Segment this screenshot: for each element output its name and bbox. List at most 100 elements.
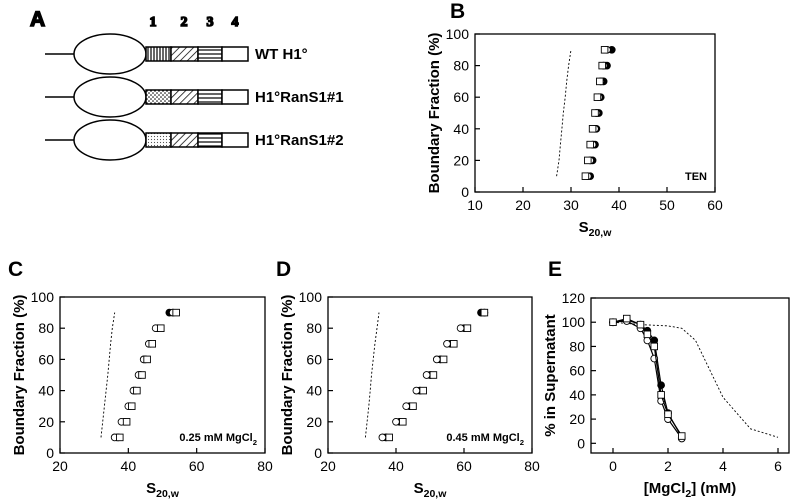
square-marker xyxy=(636,320,645,329)
y-tick-label: 40 xyxy=(453,121,469,137)
x-tick-label: 30 xyxy=(563,197,579,213)
x-tick-label: 80 xyxy=(524,458,540,474)
x-axis-label-part: 2 xyxy=(685,488,691,500)
open-circle-marker xyxy=(392,417,400,426)
annotation: 0.25 mM MgCl2 xyxy=(179,432,257,447)
y-axis-label: Boundary Fraction (%) xyxy=(11,295,28,456)
y-tick-label: 40 xyxy=(38,383,54,399)
square-marker xyxy=(399,418,407,426)
open-circle-marker xyxy=(378,433,387,442)
y-tick-label: 100 xyxy=(446,26,470,42)
construct-label: WT H1° xyxy=(255,46,308,63)
x-tick-label: 60 xyxy=(456,458,472,474)
annotation-part: 0.45 mM MgCl xyxy=(446,432,519,444)
square-marker xyxy=(664,410,672,419)
annotation-part: 0.25 mM MgCl xyxy=(179,432,252,444)
x-axis-label-part: 20,w xyxy=(589,227,613,239)
x-tick-label: 10 xyxy=(467,197,483,213)
square-marker xyxy=(609,318,617,326)
plot-frame xyxy=(327,296,533,454)
domain-label: 3 xyxy=(207,15,214,30)
x-axis-label: S20,w xyxy=(414,480,448,500)
y-tick-label: 100 xyxy=(31,289,55,305)
open-circle-marker xyxy=(432,355,441,364)
y-tick-label: 80 xyxy=(453,58,469,74)
square-marker xyxy=(591,109,599,117)
plot-frame xyxy=(59,296,266,454)
square-marker xyxy=(172,308,180,317)
square-marker xyxy=(650,342,659,351)
x-axis-label-part: 20,w xyxy=(424,488,448,500)
x-tick-label: 4 xyxy=(719,458,727,474)
panel-label: A xyxy=(30,8,45,31)
square-marker xyxy=(598,61,606,70)
x-axis-label-part: ] (mM) xyxy=(691,480,736,497)
y-tick-label: 0 xyxy=(46,445,54,461)
square-marker xyxy=(143,355,151,364)
square-marker xyxy=(623,314,631,323)
x-tick-label: 40 xyxy=(611,197,627,213)
construct-rans1-1: H1°RanS1#1 xyxy=(45,76,344,118)
x-tick-label: 80 xyxy=(257,458,273,474)
y-tick-label: 20 xyxy=(38,414,54,430)
dashed-line xyxy=(556,49,572,177)
square-marker xyxy=(643,330,652,339)
x-axis-label-part: S xyxy=(414,480,424,497)
x-axis-label: S20,w xyxy=(579,219,613,239)
y-tick-label: 100 xyxy=(562,314,586,330)
x-axis-label: S20,w xyxy=(146,480,180,500)
x-tick-label: 0 xyxy=(609,458,617,474)
construct-rans1-2: H1°RanS1#2 xyxy=(45,119,344,161)
x-tick-label: 2 xyxy=(664,458,672,474)
square-marker xyxy=(439,355,448,364)
square-marker xyxy=(429,371,438,379)
open-circle-marker xyxy=(402,402,411,411)
x-axis-label: [MgCl2] (mM) xyxy=(644,480,737,500)
construct-label: H1°RanS1#2 xyxy=(255,132,344,149)
y-tick-label: 60 xyxy=(38,351,54,367)
x-tick-label: 20 xyxy=(320,458,336,474)
y-axis-label: % in Supernatant xyxy=(542,314,559,437)
dashed-line xyxy=(612,321,779,438)
x-tick-label: 40 xyxy=(121,458,137,474)
y-tick-label: 100 xyxy=(299,289,323,305)
square-marker xyxy=(385,433,393,442)
square-marker xyxy=(657,391,665,399)
square-marker xyxy=(593,93,602,101)
annotation-part: TEN xyxy=(685,171,707,183)
y-axis-label: Boundary Fraction (%) xyxy=(426,33,443,194)
square-marker xyxy=(588,125,597,133)
square-marker xyxy=(127,402,136,410)
x-tick-label: 6 xyxy=(774,458,782,474)
y-tick-label: 40 xyxy=(569,387,585,403)
square-marker xyxy=(600,46,609,54)
dashed-line xyxy=(100,312,116,438)
square-marker xyxy=(450,340,458,348)
x-axis-label-part: S xyxy=(579,219,589,236)
annotation-part: 2 xyxy=(253,438,257,447)
panel-label: B xyxy=(450,0,465,23)
y-tick-label: 20 xyxy=(569,411,585,427)
square-marker xyxy=(480,308,489,317)
y-tick-label: 60 xyxy=(306,351,322,367)
square-marker xyxy=(116,433,124,442)
square-marker xyxy=(148,340,156,348)
y-axis-label: Boundary Fraction (%) xyxy=(279,295,296,456)
x-tick-label: 40 xyxy=(388,458,404,474)
panel-label: C xyxy=(8,258,23,281)
domain-diagram: A 1 2 3 4 WT H1° H1°RanS1#1 xyxy=(29,7,344,161)
x-tick-label: 20 xyxy=(52,458,68,474)
y-tick-label: 120 xyxy=(562,290,586,306)
construct-label: H1°RanS1#1 xyxy=(255,89,344,106)
open-circle-marker xyxy=(443,339,451,348)
open-circle-marker xyxy=(422,371,431,379)
y-tick-label: 80 xyxy=(306,320,322,336)
y-tick-label: 0 xyxy=(461,184,469,200)
x-axis-label-part: 20,w xyxy=(156,488,180,500)
annotation-part: 2 xyxy=(520,438,524,447)
x-tick-label: 50 xyxy=(659,197,675,213)
open-circle-marker xyxy=(456,324,465,333)
x-tick-label: 60 xyxy=(707,197,723,213)
square-marker xyxy=(409,402,417,410)
